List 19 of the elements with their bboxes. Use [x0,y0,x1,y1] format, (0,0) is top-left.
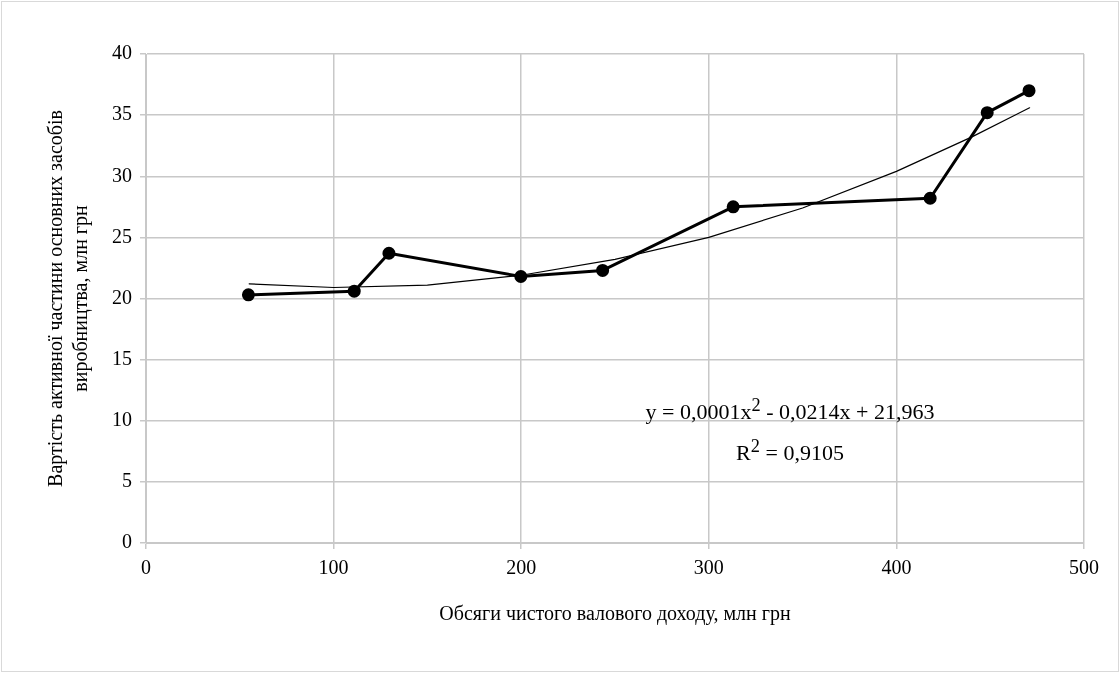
x-tick-label: 0 [141,556,151,579]
annotation: y = 0,0001x$^{2}$ - 0,0214x + 21,963 [644,394,936,427]
y-tick-label: 40 [112,41,132,64]
annotation: R$^{2}$ = 0,9105 [735,435,845,468]
y-tick-label: 15 [112,346,132,369]
y-tick-label: 20 [112,285,132,308]
y-tick-label: 5 [122,469,132,492]
x-tick-label: 300 [693,556,724,579]
y-tick-label: 10 [112,408,132,430]
x-tick-label: 100 [318,556,349,579]
y-tick-label: 35 [112,102,132,125]
y-tick-label: 30 [112,163,132,186]
x-tick-label: 200 [506,556,537,579]
x-tick-label: 400 [881,556,912,579]
y-tick-label: 0 [122,530,132,553]
y-axis-title: Вартість активної частини основних засобів виробництва, млн грн [43,110,92,487]
x-axis-title: Обсяги чистого валового доходу, млн грн [439,602,791,626]
x-tick-label: 500 [1069,556,1099,579]
y-tick-label: 25 [112,224,132,247]
